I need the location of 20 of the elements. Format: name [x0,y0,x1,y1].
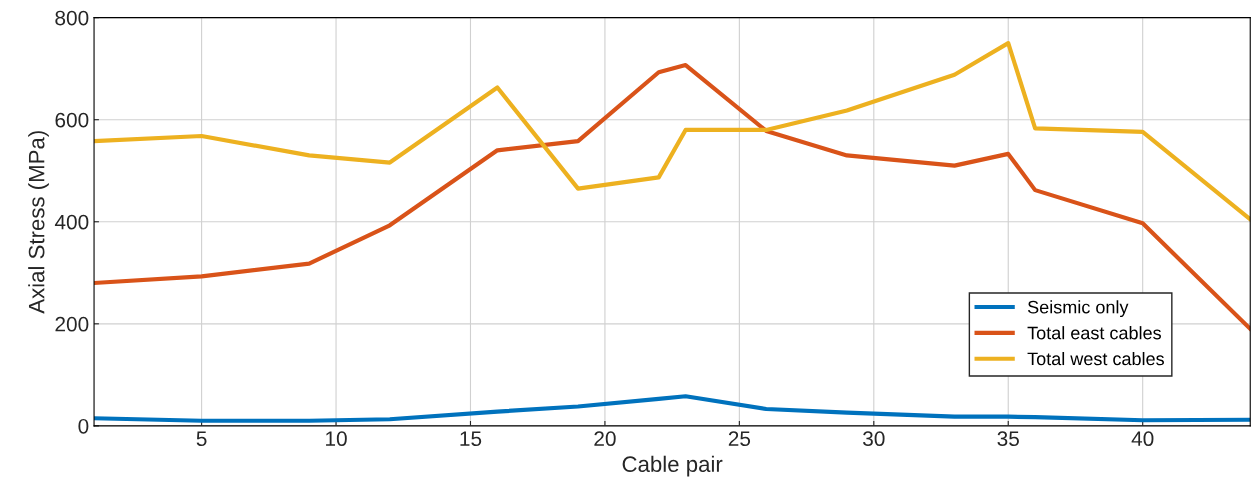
x-tick-label: 10 [326,431,347,447]
x-tick-label: 25 [728,431,751,447]
legend-label: Seismic only [1027,300,1129,318]
x-tick-label: 15 [460,431,482,447]
legend-label: Total west cables [1027,351,1164,366]
x-axis-title: Cable pair [622,455,723,477]
x-tick-label: 5 [196,431,207,447]
line-series [94,41,1251,222]
x-tick-label: 35 [997,431,1019,447]
y-tick-label: 800 [55,10,89,26]
y-tick-label: 600 [55,112,89,128]
y-tick-label: 200 [55,316,89,332]
y-tick-label: 0 [78,418,89,434]
y-axis-title: Axial Stress (MPa) [28,131,49,314]
line-series [94,394,1251,423]
x-tick-label: 40 [1131,431,1154,447]
y-tick-label: 400 [54,214,89,230]
legend-label: Total east cables [1027,326,1161,340]
x-tick-label: 20 [594,431,616,447]
x-tick-label: 30 [863,431,885,447]
